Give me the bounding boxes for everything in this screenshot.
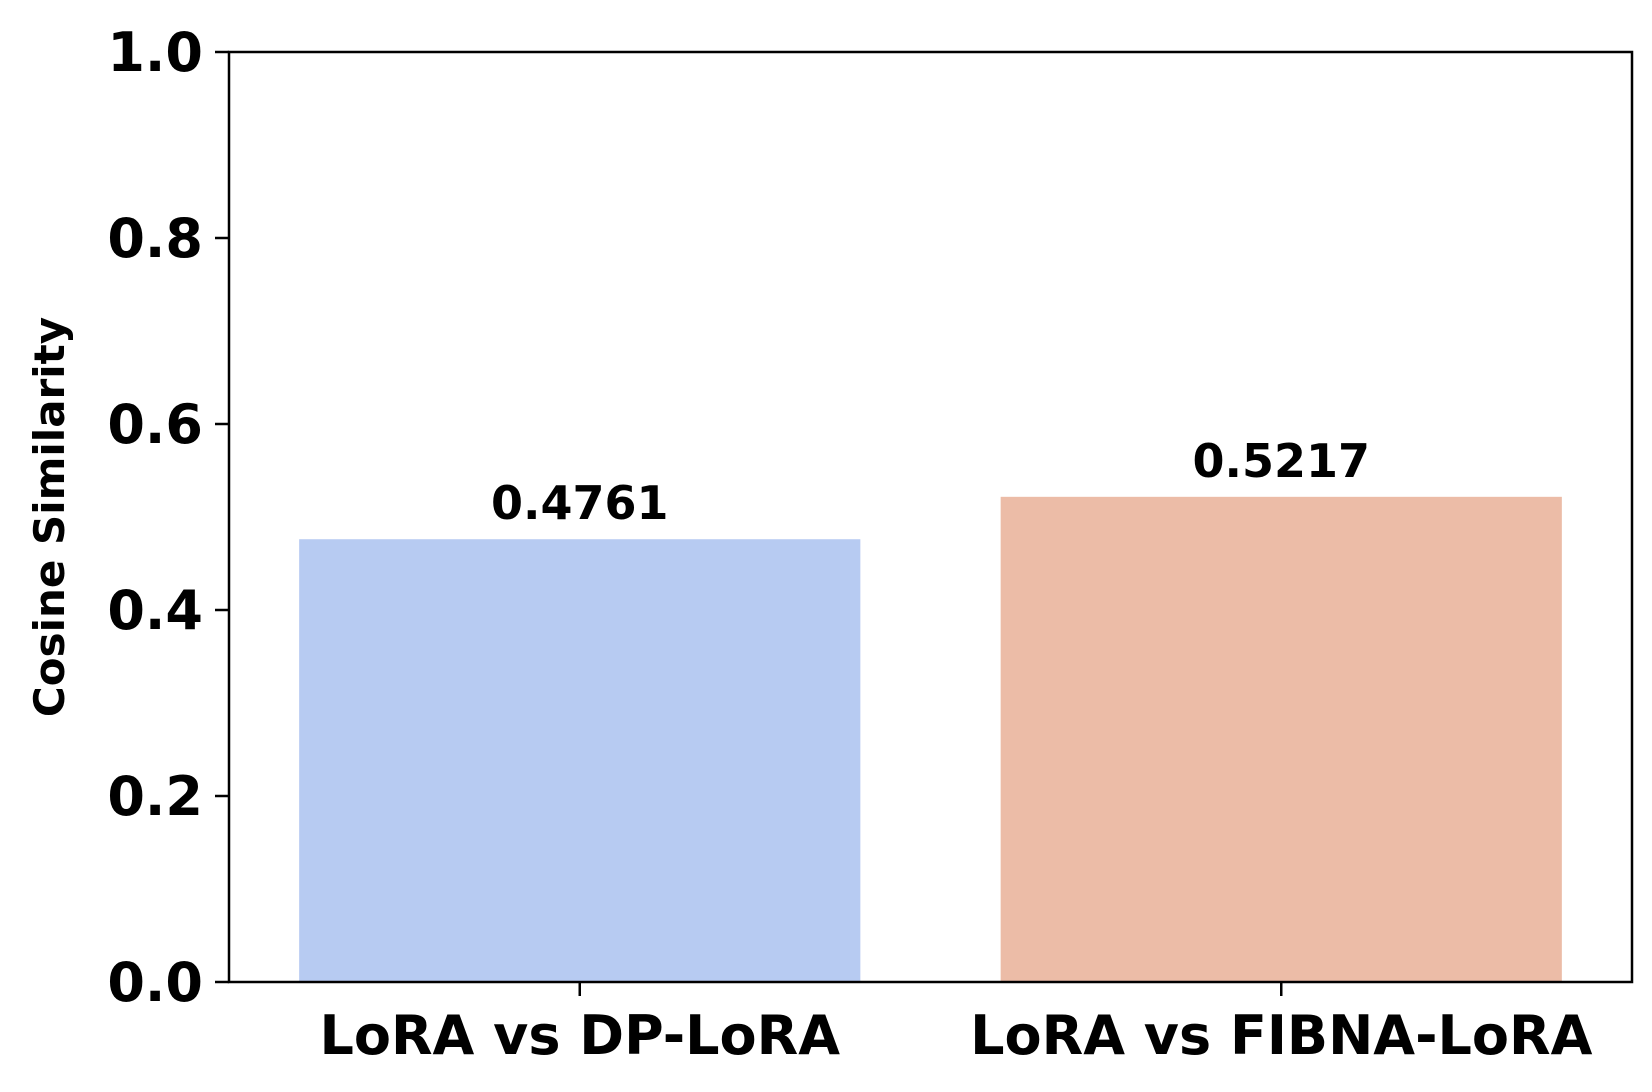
bar (1001, 497, 1562, 982)
bars-layer (299, 497, 1562, 982)
y-tick-label: 0.8 (107, 207, 203, 270)
x-tick-label: LoRA vs FIBNA-LoRA (970, 1004, 1592, 1067)
y-axis-title: Cosine Similarity (25, 317, 74, 717)
y-tick-label: 0.0 (107, 951, 203, 1014)
y-tick-label: 0.2 (107, 765, 203, 828)
x-tick-label: LoRA vs DP-LoRA (319, 1004, 840, 1067)
y-tick-label: 1.0 (107, 21, 203, 84)
bar (299, 539, 860, 982)
bar-value-label: 0.4761 (491, 476, 669, 530)
y-tick-label: 0.6 (107, 393, 203, 456)
y-axis: 0.0 0.2 0.4 0.6 0.8 1.0 (107, 21, 229, 1014)
y-tick-label: 0.4 (107, 579, 203, 642)
x-axis: LoRA vs DP-LoRA LoRA vs FIBNA-LoRA (319, 982, 1592, 1067)
bar-value-label: 0.5217 (1192, 434, 1370, 488)
